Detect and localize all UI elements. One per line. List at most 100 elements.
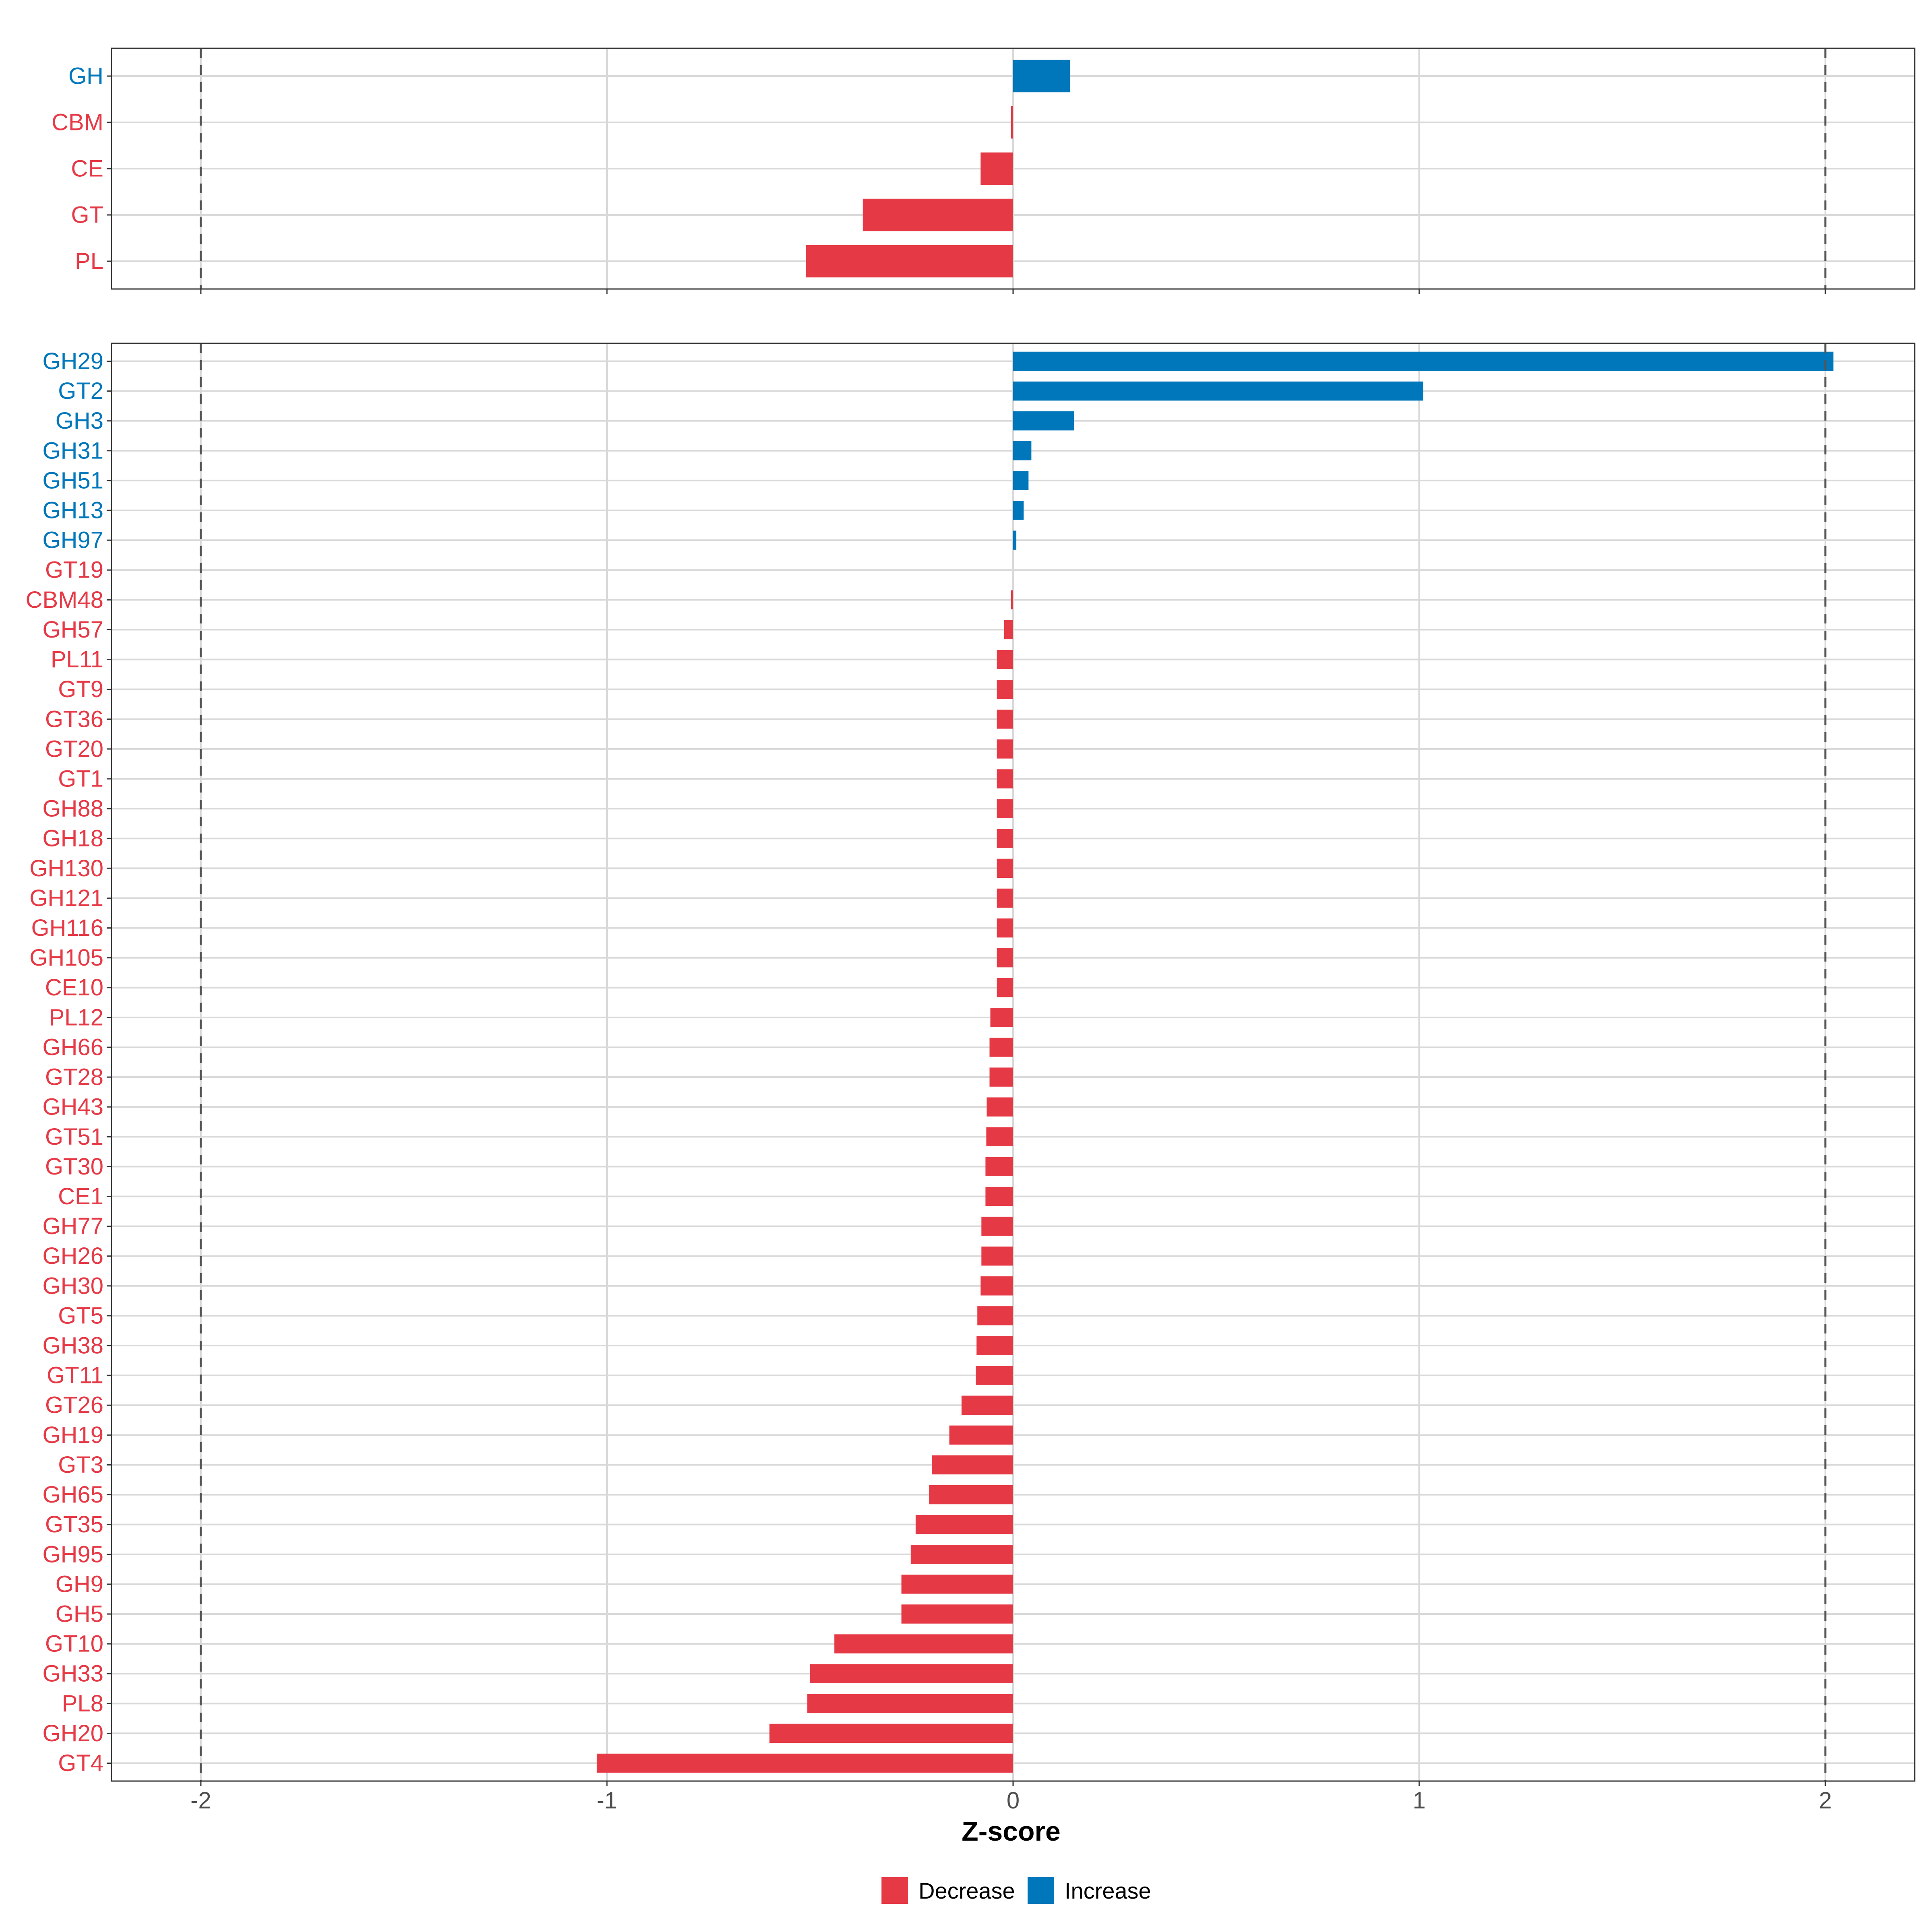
bar-gt51 [986,1127,1013,1146]
bar-gh26 [981,1246,1013,1266]
category-label-gh95: GH95 [42,1541,103,1567]
bar-gh77 [981,1216,1013,1236]
bar-gt [863,198,1013,231]
category-label-ce: CE [71,156,103,182]
category-label-gh30: GH30 [42,1273,103,1299]
category-label-gh13: GH13 [42,497,103,524]
category-label-gh57: GH57 [42,617,103,643]
bar-cbm [1011,106,1013,139]
category-label-pl: PL [75,248,103,275]
category-label-gt1: GT1 [58,766,103,792]
bar-gt5 [977,1306,1013,1325]
panel-border [111,343,1915,1782]
category-label-gt28: GT28 [45,1064,103,1090]
category-label-cbm: CBM [52,109,103,136]
category-label-gt11: GT11 [47,1362,103,1389]
category-label-gh26: GH26 [42,1243,103,1269]
bar-gh88 [997,799,1013,818]
category-label-gt19: GT19 [45,557,103,583]
category-label-gt: GT [71,202,103,228]
bar-gh18 [997,829,1013,848]
category-label-gh116: GH116 [31,915,103,941]
category-label-gh33: GH33 [42,1661,103,1687]
category-label-gh51: GH51 [42,467,103,493]
category-label-gh88: GH88 [42,796,103,822]
category-label-gh97: GH97 [42,527,103,553]
bar-gh51 [1013,471,1029,490]
bar-gh130 [997,859,1013,878]
category-label-gt35: GT35 [45,1511,103,1538]
category-label-ce1: CE1 [58,1183,103,1210]
bar-gh38 [976,1336,1013,1355]
category-label-gh18: GH18 [42,826,103,852]
category-label-cbm48: CBM48 [26,587,103,613]
bar-gh9 [901,1575,1013,1594]
bar-gh30 [980,1276,1013,1296]
category-label-gh29: GH29 [42,348,103,374]
bar-gh65 [929,1485,1013,1505]
bar-gt11 [976,1366,1013,1385]
category-label-gh77: GH77 [42,1213,103,1239]
bar-gh105 [997,948,1013,968]
category-label-gt9: GT9 [58,676,103,702]
x-tick-label: -2 [190,1788,211,1814]
x-tick-label: 1 [1413,1788,1426,1814]
category-label-gh31: GH31 [42,438,103,464]
bar-pl8 [807,1694,1013,1713]
bar-gh [1013,60,1070,93]
x-tick-label: 0 [1007,1788,1020,1814]
top-panel: GH CBM CE GT PL [52,47,1915,294]
bar-gh20 [769,1724,1013,1743]
bar-gt28 [989,1067,1013,1087]
legend-label-decrease: Decrease [919,1878,1015,1903]
category-label-gt20: GT20 [45,736,103,762]
category-label-gt4: GT4 [58,1750,103,1776]
bar-gh95 [910,1545,1013,1564]
category-label-gt36: GT36 [45,706,103,732]
x-axis-title: Z-score [962,1816,1061,1847]
category-label-ce10: CE10 [45,974,103,1001]
category-label-gh9: GH9 [56,1571,103,1597]
bar-gh13 [1013,501,1024,520]
x-tick-label: -1 [597,1788,617,1814]
bar-gt20 [997,739,1013,759]
category-label-gh121: GH121 [29,885,103,911]
category-label-gh38: GH38 [42,1333,103,1359]
category-label-gt3: GT3 [58,1452,103,1478]
bar-gt36 [997,710,1013,729]
bar-gt3 [932,1455,1013,1475]
bar-gt4 [597,1753,1013,1773]
bar-gh116 [997,918,1013,938]
bar-ce10 [997,978,1013,997]
category-label-gh5: GH5 [56,1601,103,1627]
bar-pl12 [990,1008,1013,1027]
panel-border [111,47,1915,290]
bar-gh57 [1004,620,1013,640]
category-label-pl12: PL12 [49,1004,103,1030]
bar-gt35 [915,1515,1013,1534]
bar-gh97 [1013,530,1017,550]
legend-swatch-increase [1028,1877,1054,1904]
category-label-gh43: GH43 [42,1094,103,1120]
category-label-gh66: GH66 [42,1034,103,1060]
category-label-gh105: GH105 [29,945,103,971]
bar-gh19 [949,1425,1013,1445]
category-label-gt10: GT10 [45,1631,103,1657]
category-label-pl11: PL11 [51,646,103,673]
legend-label-increase: Increase [1065,1878,1151,1903]
category-label-gt5: GT5 [58,1302,103,1329]
bar-ce [980,152,1013,185]
bar-gh5 [901,1604,1013,1624]
bar-gh31 [1013,441,1032,460]
category-label-gt2: GT2 [58,378,103,404]
bar-gh3 [1013,411,1074,431]
legend: Decrease Increase [881,1877,1151,1904]
bar-gt9 [997,679,1013,699]
category-label-gt30: GT30 [45,1154,103,1180]
category-label-gh: GH [68,63,103,89]
bar-gt10 [834,1634,1013,1653]
category-label-gh3: GH3 [56,408,103,434]
bar-pl [806,245,1013,278]
bar-gh33 [810,1664,1013,1683]
